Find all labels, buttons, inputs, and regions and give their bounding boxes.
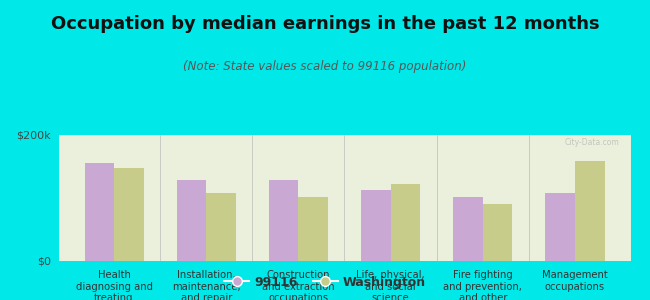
Bar [84, 163, 114, 261]
Bar [269, 180, 298, 261]
Text: (Note: State values scaled to 99116 population): (Note: State values scaled to 99116 popu… [183, 60, 467, 73]
Legend: 99116, Washington: 99116, Washington [219, 271, 431, 294]
Bar [453, 197, 483, 261]
Bar [206, 193, 236, 261]
Bar [177, 180, 206, 261]
Text: Occupation by median earnings in the past 12 months: Occupation by median earnings in the pas… [51, 15, 599, 33]
Text: City-Data.com: City-Data.com [564, 137, 619, 146]
Bar [361, 190, 391, 261]
Bar [483, 204, 512, 261]
Bar [298, 197, 328, 261]
Bar [545, 193, 575, 261]
Bar [391, 184, 420, 261]
Bar [114, 168, 144, 261]
Bar [575, 161, 604, 261]
